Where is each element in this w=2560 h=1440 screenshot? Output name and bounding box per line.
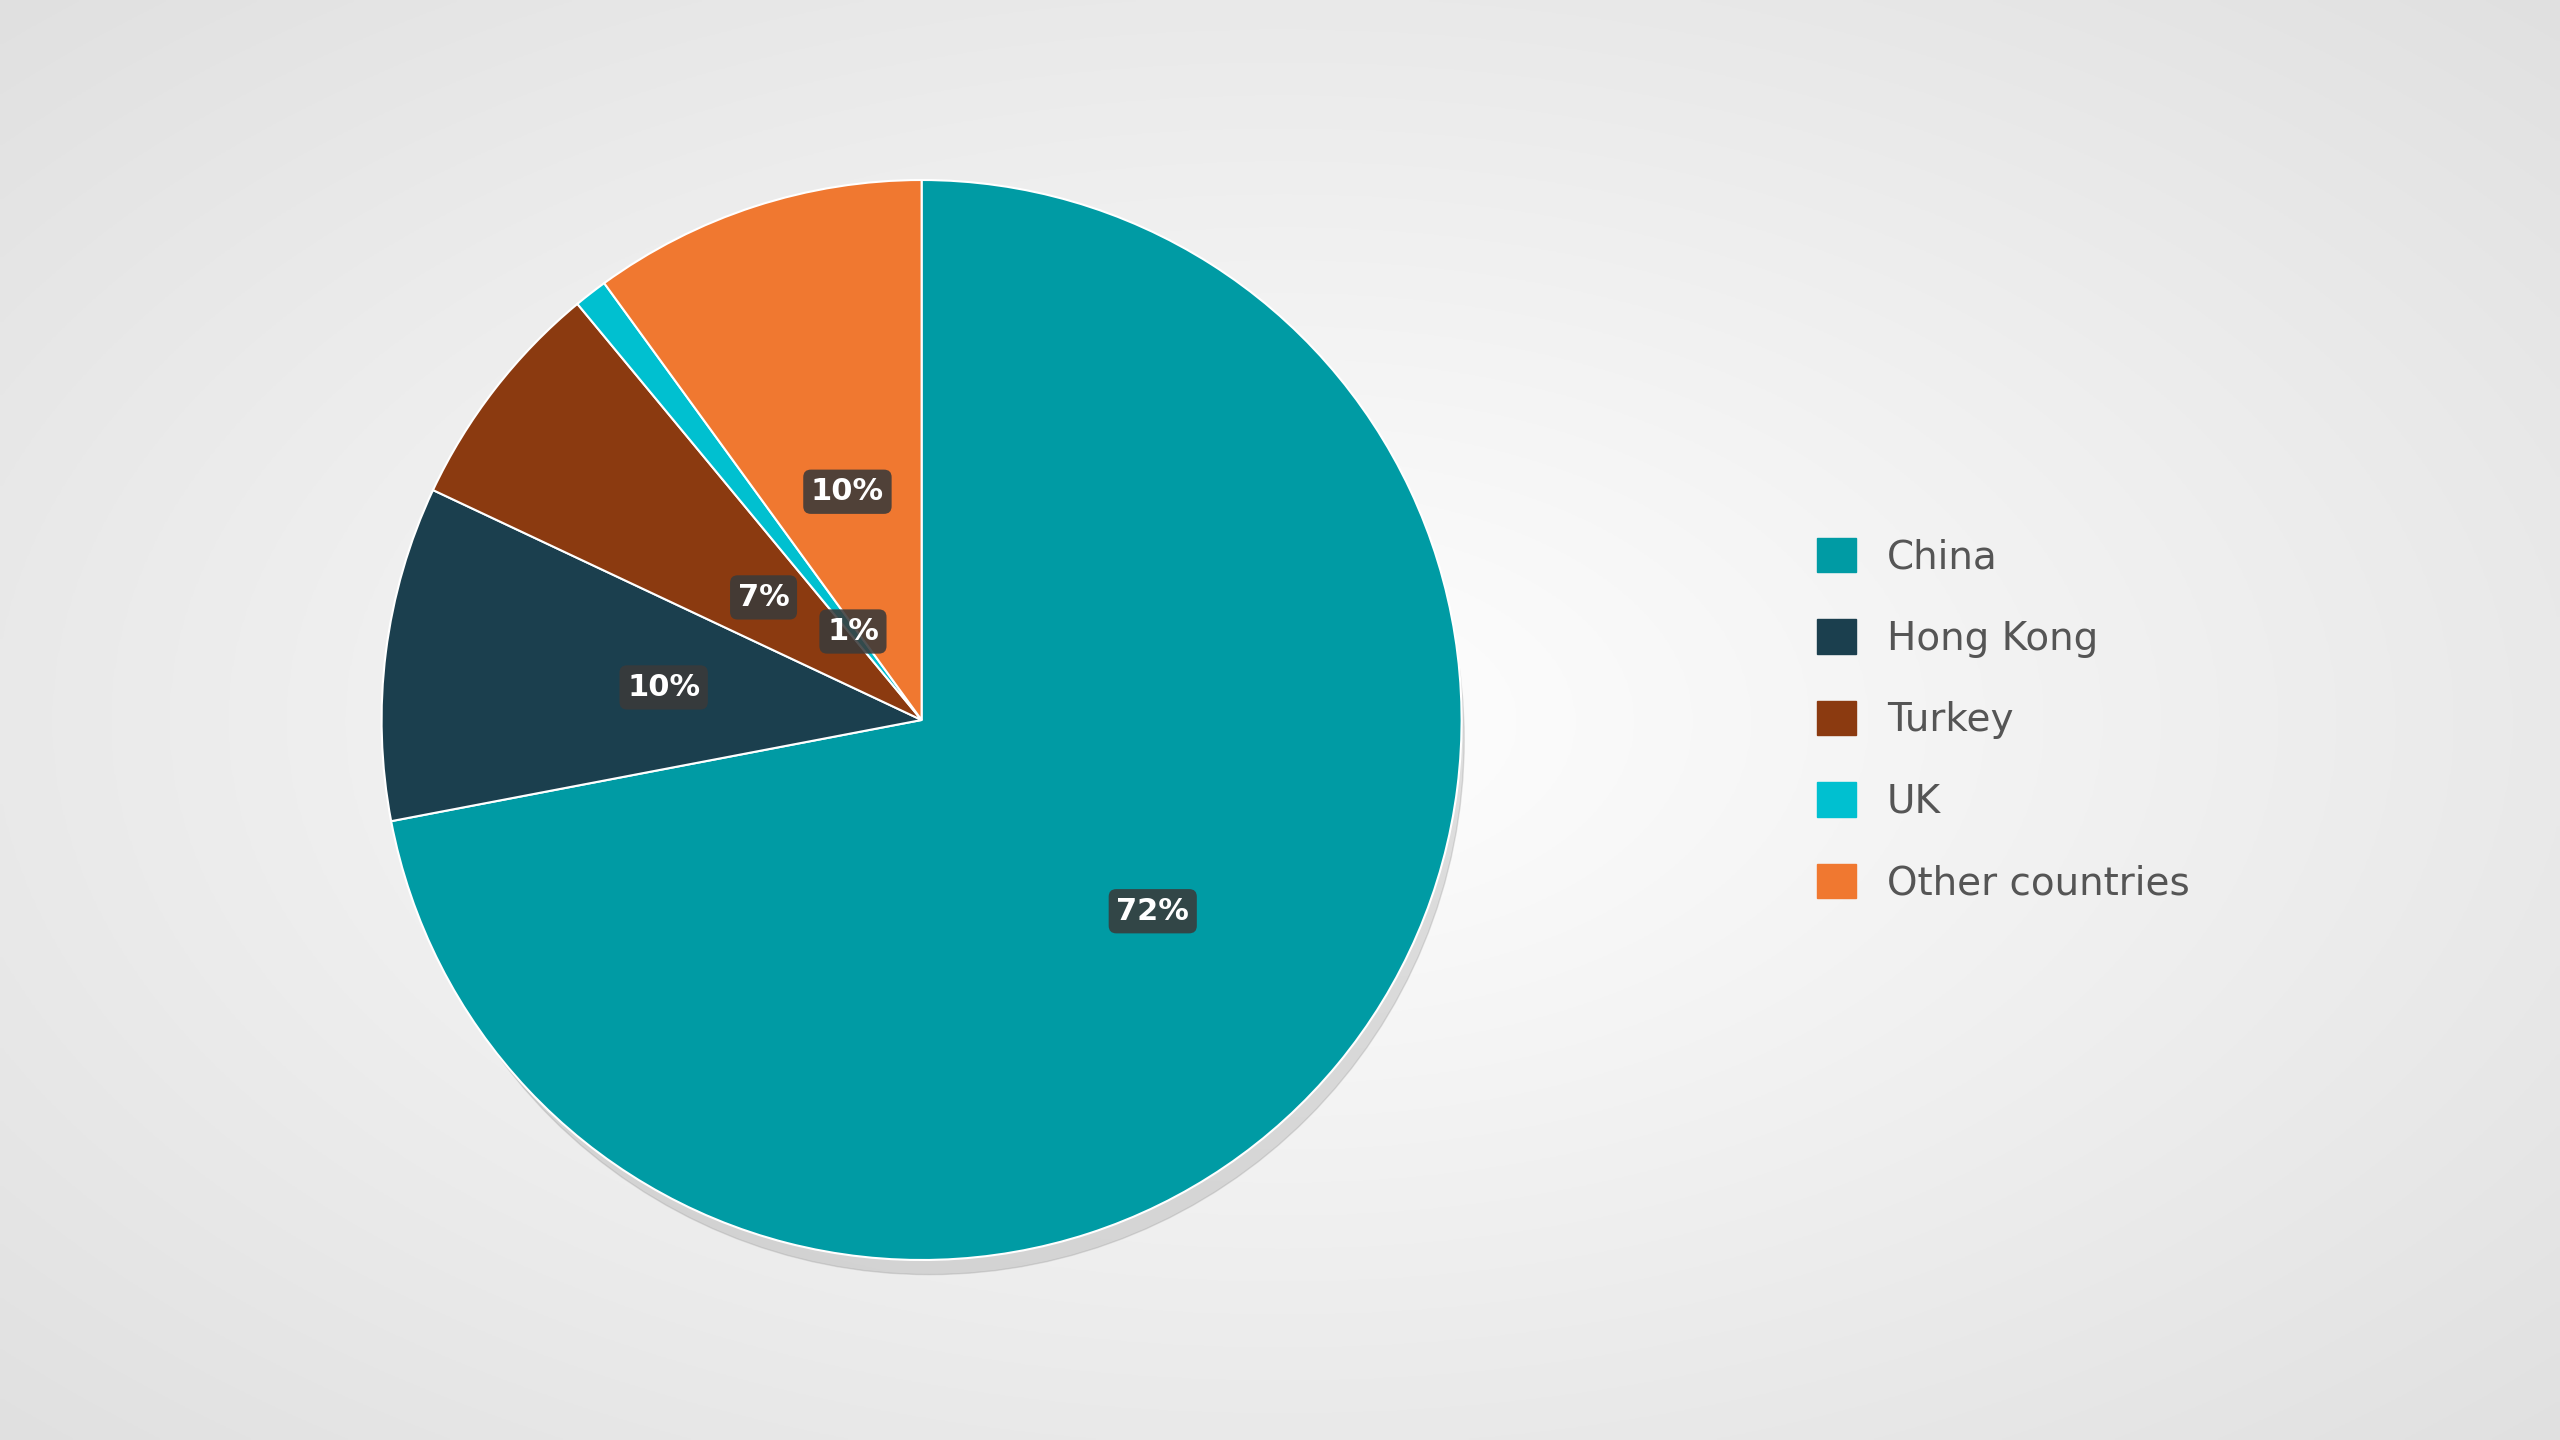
Text: 1%: 1% bbox=[827, 616, 878, 647]
Wedge shape bbox=[392, 180, 1462, 1260]
Wedge shape bbox=[604, 180, 922, 720]
Wedge shape bbox=[433, 304, 922, 720]
Wedge shape bbox=[579, 284, 922, 720]
Wedge shape bbox=[381, 490, 922, 821]
Text: 10%: 10% bbox=[812, 477, 883, 507]
Legend: China, Hong Kong, Turkey, UK, Other countries: China, Hong Kong, Turkey, UK, Other coun… bbox=[1802, 523, 2204, 917]
Text: 7%: 7% bbox=[737, 583, 788, 612]
Circle shape bbox=[394, 206, 1464, 1274]
Text: 10%: 10% bbox=[627, 672, 701, 701]
Text: 72%: 72% bbox=[1116, 897, 1190, 926]
